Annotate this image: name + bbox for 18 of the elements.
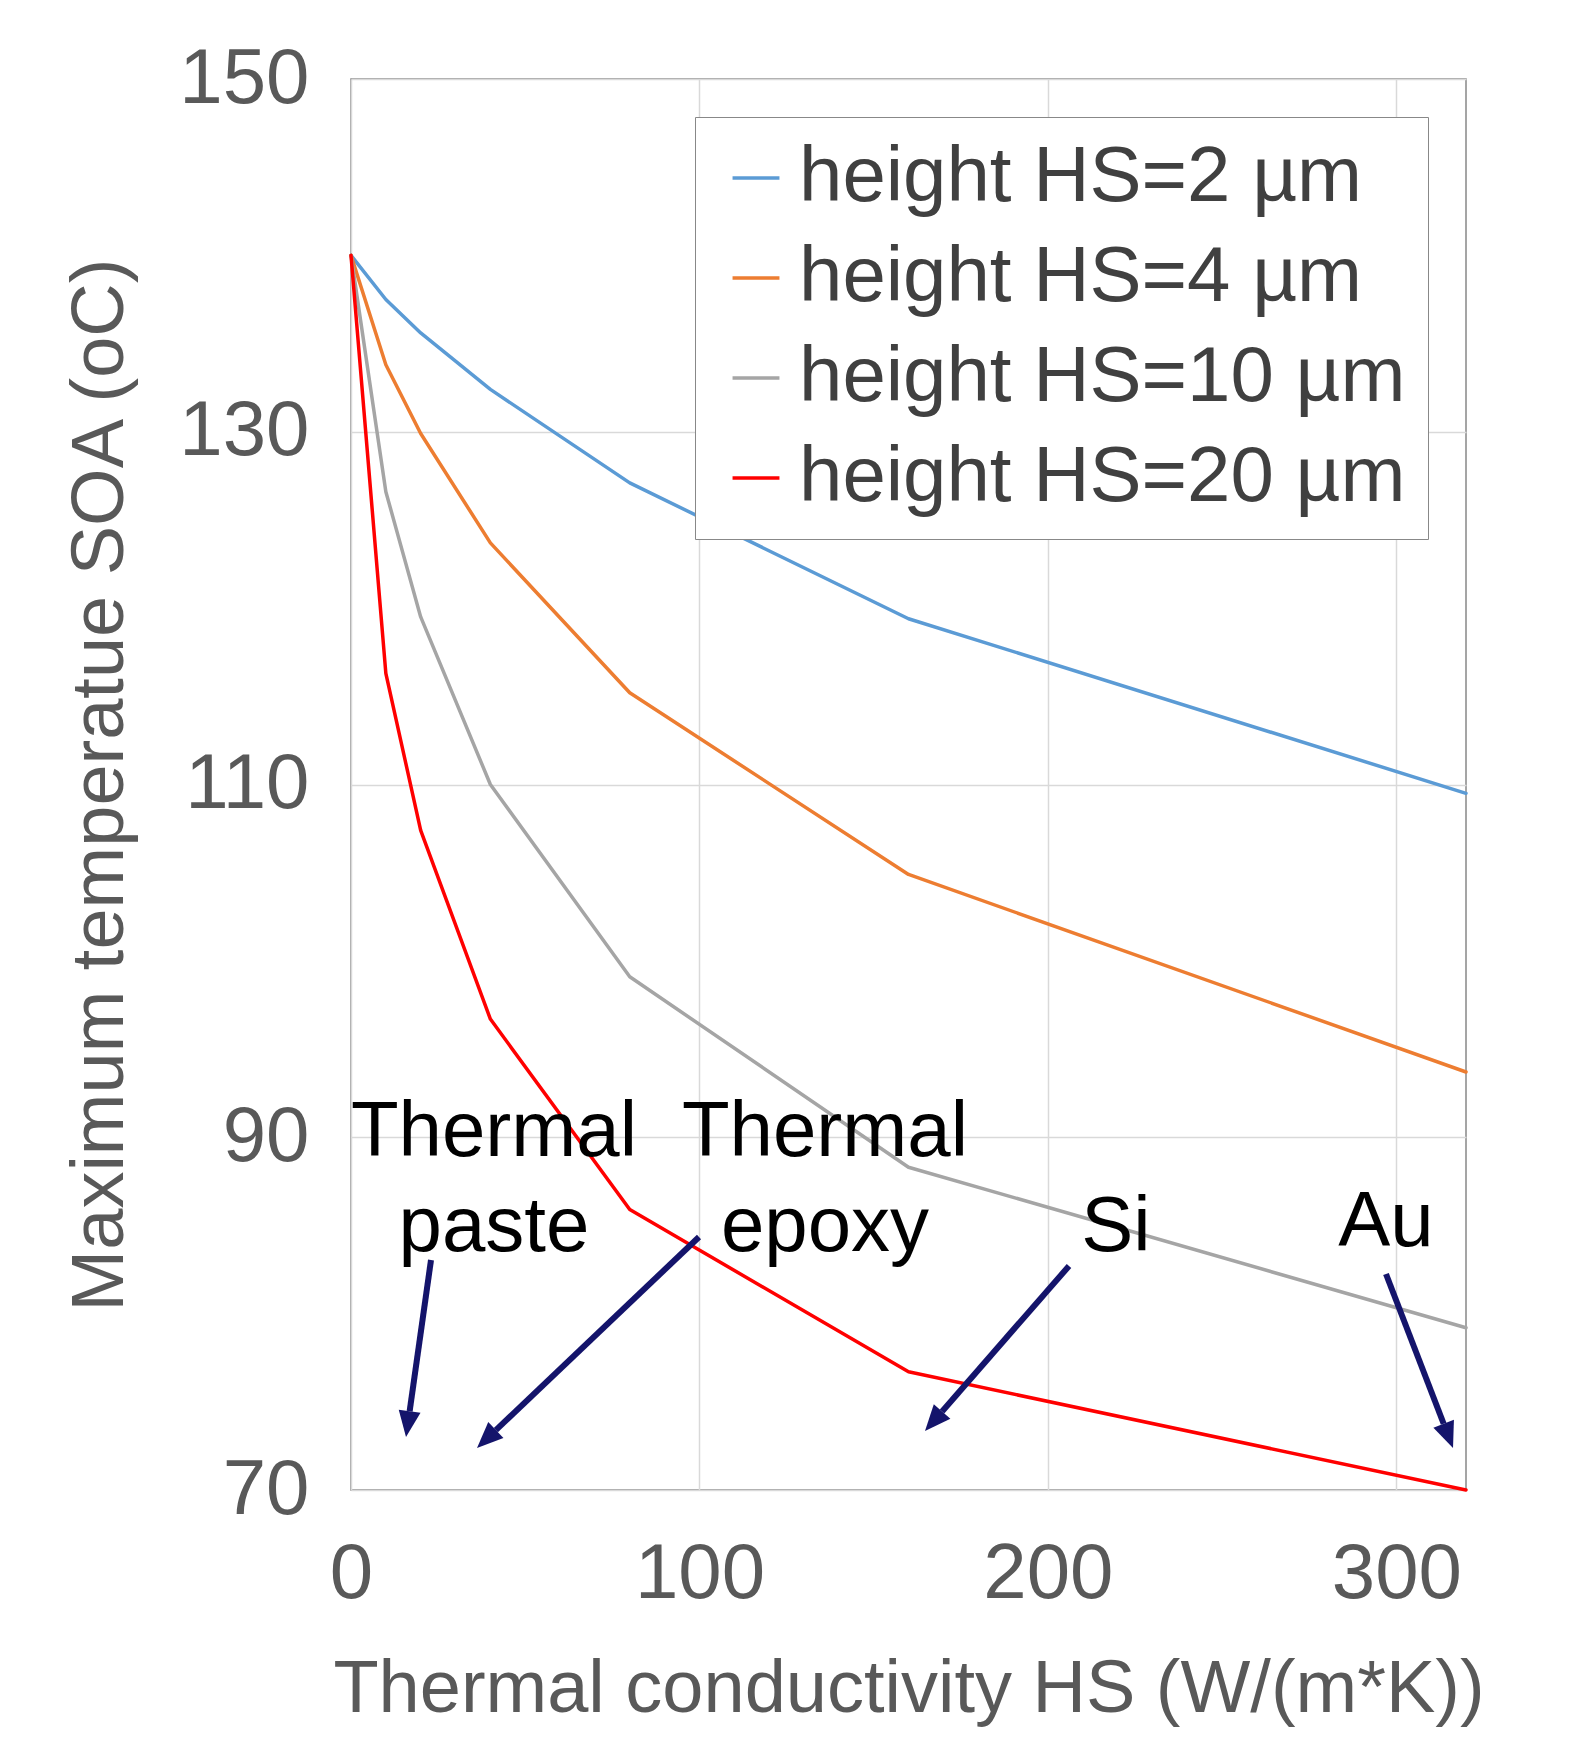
y-tick-label: 110 bbox=[185, 737, 310, 825]
x-tick-label: 300 bbox=[1331, 1526, 1462, 1615]
x-tick-label: 100 bbox=[634, 1526, 766, 1615]
legend-label: height HS=4 µm bbox=[799, 230, 1363, 318]
annotation: Si bbox=[1081, 1180, 1151, 1268]
y-tick-label: 70 bbox=[222, 1442, 310, 1531]
y-tick-label: 150 bbox=[179, 31, 310, 120]
annotation: Thermal epoxy bbox=[681, 1085, 969, 1268]
x-tick-label: 200 bbox=[983, 1526, 1114, 1615]
legend-label: height HS=10 µm bbox=[799, 330, 1406, 418]
x-axis-title: Thermal conductivity HS (W/(m*K)) bbox=[333, 1644, 1485, 1728]
legend-label: height HS=20 µm bbox=[799, 430, 1406, 518]
annotation: Au bbox=[1338, 1175, 1434, 1263]
x-tick-label: 0 bbox=[329, 1526, 374, 1615]
legend-label: height HS=2 µm bbox=[799, 130, 1363, 218]
y-axis-title: Maximum temperatue SOA (oC) bbox=[56, 258, 140, 1312]
y-tick-label: 130 bbox=[179, 384, 310, 473]
y-tick-label: 90 bbox=[222, 1089, 310, 1178]
